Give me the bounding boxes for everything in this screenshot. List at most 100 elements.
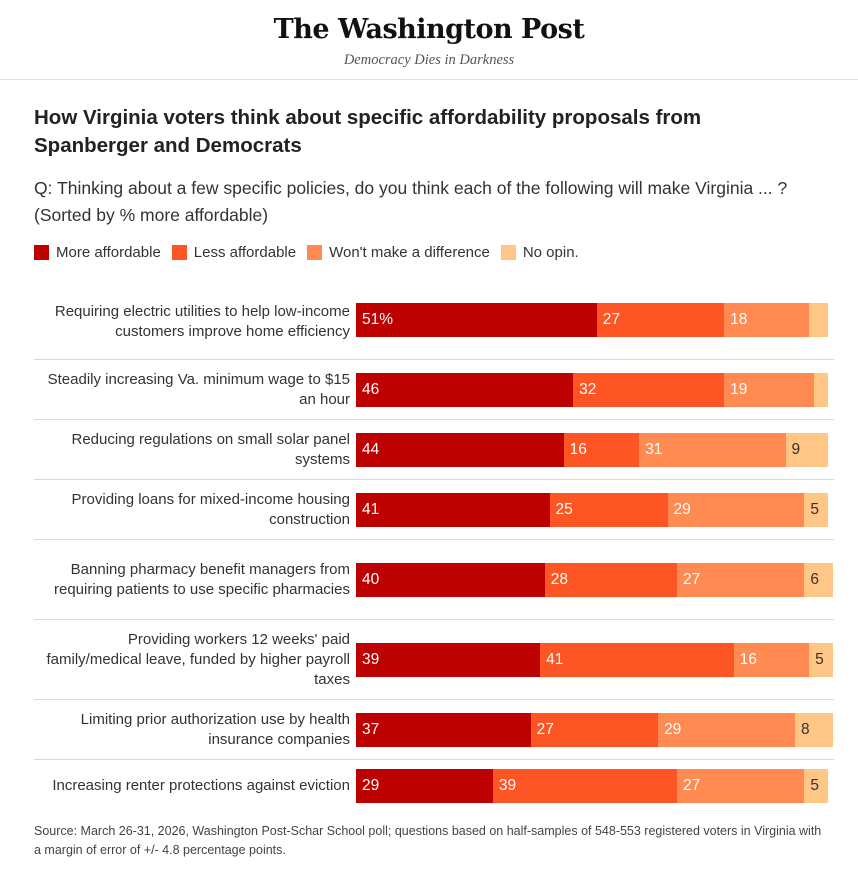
source-note: Source: March 26-31, 2026, Washington Po…: [34, 824, 822, 857]
chart-row: Providing workers 12 weeks' paid family/…: [34, 620, 834, 700]
legend-label: More affordable: [56, 244, 161, 261]
data-label: 31: [645, 441, 663, 458]
data-label: 27: [602, 311, 620, 328]
stacked-bar: 46 32 19: [356, 373, 828, 407]
bar-segment-no-difference: 27: [676, 769, 805, 803]
bar-segment-less-affordable: 28: [544, 563, 677, 597]
bar-segment-less-affordable: 39: [492, 769, 677, 803]
bar-segment-less-affordable: 27: [530, 713, 659, 747]
bar-segment-no-opinion: 9: [785, 433, 828, 467]
chart-title: How Virginia voters think about specific…: [34, 106, 702, 157]
chart-row: Steadily increasing Va. minimum wage to …: [34, 360, 834, 420]
data-label: 51%: [362, 311, 394, 328]
data-label: 27: [682, 777, 701, 794]
data-label: 18: [730, 311, 748, 328]
stacked-bar: 51% 27 18: [356, 303, 828, 337]
data-label: 29: [362, 777, 380, 794]
chart-row: Requiring electric utilities to help low…: [34, 284, 834, 360]
bar-segment-no-opinion: [809, 303, 828, 337]
legend-swatch-no-difference: [307, 245, 323, 260]
legend-label: No opin.: [522, 244, 579, 261]
data-label: 39: [362, 651, 380, 668]
data-label: 8: [800, 721, 810, 738]
data-label: 29: [673, 501, 691, 518]
bar-segment-no-difference: 29: [667, 493, 805, 527]
data-label: 29: [664, 721, 682, 738]
bar-segment-less-affordable: 27: [596, 303, 725, 337]
data-label: 41: [362, 501, 380, 518]
data-label: 32: [579, 381, 597, 398]
masthead: The Washington Post Democracy Dies in Da…: [0, 0, 858, 80]
category-label: Limiting prior authorization use by heal…: [80, 711, 350, 748]
bar-segment-no-opinion: 5: [804, 769, 828, 803]
chart-row: Limiting prior authorization use by heal…: [34, 700, 834, 760]
chart-legend: More affordable Less affordable Won't ma…: [34, 244, 590, 261]
bar-segment-no-opinion: [813, 373, 828, 407]
data-label: 16: [739, 651, 757, 668]
bar-segment-no-difference: 29: [658, 713, 795, 747]
data-label: 40: [362, 571, 380, 588]
legend-swatch-no-opinion: [500, 245, 516, 260]
bar-segment-no-difference: 27: [676, 563, 805, 597]
data-label: 5: [810, 501, 820, 518]
bar-segment-no-difference: 16: [733, 643, 810, 677]
data-label: 5: [810, 777, 820, 794]
data-label: 27: [682, 571, 701, 588]
chart-rows: Requiring electric utilities to help low…: [34, 284, 834, 812]
stacked-bar: 29 39 27 5: [356, 769, 828, 803]
category-label: Increasing renter protections against ev…: [52, 777, 350, 794]
data-label: 27: [536, 721, 554, 738]
legend-item-no-difference: Won't make a difference: [307, 244, 490, 261]
chart-row: Increasing renter protections against ev…: [34, 760, 834, 812]
legend-item-more-affordable: More affordable: [34, 244, 161, 261]
stacked-bar: 41 25 29 5: [356, 493, 828, 527]
bar-segment-no-difference: 19: [724, 373, 814, 407]
chart-row: Reducing regulations on small solar pane…: [34, 420, 834, 480]
legend-swatch-less-affordable: [171, 245, 187, 260]
stacked-bar: 40 28 27 6: [356, 563, 833, 597]
data-label: 6: [810, 571, 820, 588]
bar-segment-less-affordable: 41: [540, 643, 734, 677]
bar-segment-less-affordable: 16: [563, 433, 640, 467]
masthead-tagline: Democracy Dies in Darkness: [343, 52, 515, 68]
category-label: Steadily increasing Va. minimum wage to …: [47, 371, 350, 408]
bar-segment-more-affordable: 37: [356, 713, 531, 747]
legend-label: Won't make a difference: [329, 244, 490, 261]
washington-post-logo[interactable]: The Washington Post: [273, 14, 585, 45]
bar-segment-no-difference: 31: [639, 433, 786, 467]
data-label: 16: [569, 441, 587, 458]
chart-row: Banning pharmacy benefit managers from r…: [34, 540, 834, 620]
data-label: 19: [730, 381, 748, 398]
bar-segment-less-affordable: 32: [573, 373, 725, 407]
data-label: 28: [550, 571, 569, 588]
category-label: Requiring electric utilities to help low…: [54, 303, 350, 340]
data-label: 41: [546, 651, 564, 668]
chart-subtitle: Q: Thinking about a few specific policie…: [34, 178, 788, 225]
bar-segment-no-difference: 18: [724, 303, 810, 337]
stacked-bar: 44 16 31 9: [356, 433, 828, 467]
legend-label: Less affordable: [193, 244, 297, 261]
bar-segment-more-affordable: 41: [356, 493, 550, 527]
bar-segment-no-opinion: 5: [809, 643, 833, 677]
bar-segment-more-affordable: 51%: [356, 303, 597, 337]
data-label: 5: [815, 651, 824, 668]
legend-swatch-more-affordable: [34, 245, 49, 260]
legend-item-no-opinion: No opin.: [500, 244, 579, 261]
data-label: 39: [498, 777, 517, 794]
bar-segment-more-affordable: 46: [356, 373, 574, 407]
category-label: Providing loans for mixed-income housing…: [71, 491, 350, 528]
legend-item-less-affordable: Less affordable: [171, 244, 297, 261]
bar-segment-less-affordable: 25: [549, 493, 668, 527]
category-label: Banning pharmacy benefit managers from r…: [54, 561, 350, 598]
bar-segment-no-opinion: 6: [804, 563, 833, 597]
data-label: 44: [362, 441, 380, 458]
stacked-bar: 39 41 16 5: [356, 643, 833, 677]
category-label: Reducing regulations on small solar pane…: [71, 431, 351, 468]
bar-segment-more-affordable: 39: [356, 643, 541, 677]
bar-segment-no-opinion: 8: [794, 713, 833, 747]
data-label: 9: [791, 441, 801, 458]
data-label: 46: [362, 381, 380, 398]
data-label: 37: [362, 721, 380, 738]
data-label: 25: [555, 501, 573, 518]
bar-segment-more-affordable: 44: [356, 433, 564, 467]
